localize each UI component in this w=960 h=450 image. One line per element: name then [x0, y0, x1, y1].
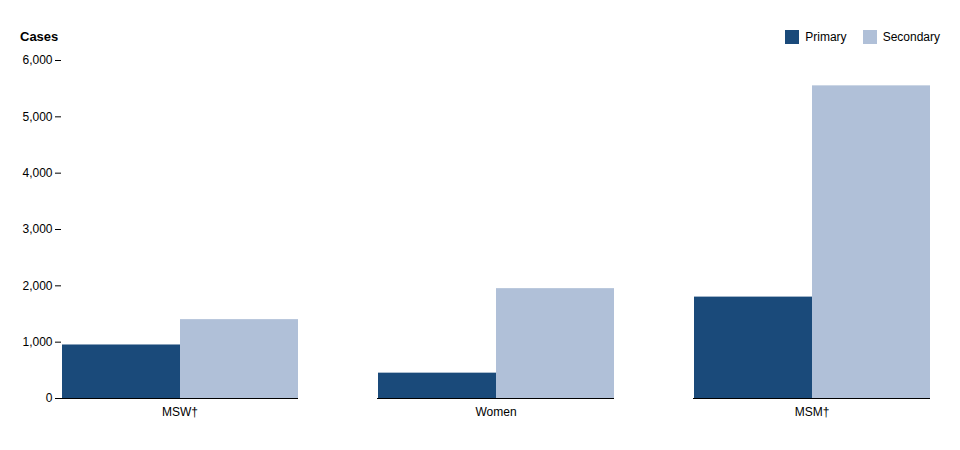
- html-text:Secondary: Secondary: [882, 30, 940, 44]
- html-text:Cases: Cases: [20, 29, 59, 44]
- svg-text:1,000: 1,000: [22, 335, 52, 349]
- svg-text:6,000: 6,000: [22, 53, 52, 67]
- html-text:Primary: Primary: [805, 30, 847, 44]
- svg-text:Women: Women: [475, 405, 516, 419]
- svg-text:0: 0: [46, 391, 53, 405]
- svg-text:MSW†: MSW†: [162, 405, 198, 419]
- svg-text:3,000: 3,000: [22, 222, 52, 236]
- svg-text:MSM†: MSM†: [795, 405, 830, 419]
- svg-text:5,000: 5,000: [22, 110, 52, 124]
- svg-text:4,000: 4,000: [22, 166, 52, 180]
- svg-text:2,000: 2,000: [22, 279, 52, 293]
